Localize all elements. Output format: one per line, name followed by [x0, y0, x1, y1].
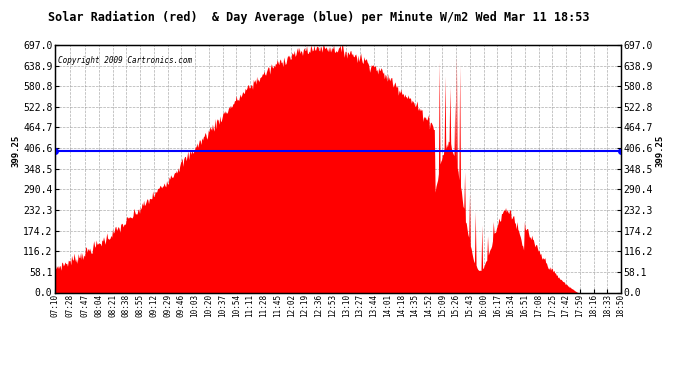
Text: 399.25: 399.25	[12, 135, 21, 167]
Text: Solar Radiation (red)  & Day Average (blue) per Minute W/m2 Wed Mar 11 18:53: Solar Radiation (red) & Day Average (blu…	[48, 11, 590, 24]
Text: Copyright 2009 Cartronics.com: Copyright 2009 Cartronics.com	[58, 56, 192, 65]
Text: 399.25: 399.25	[656, 135, 664, 167]
